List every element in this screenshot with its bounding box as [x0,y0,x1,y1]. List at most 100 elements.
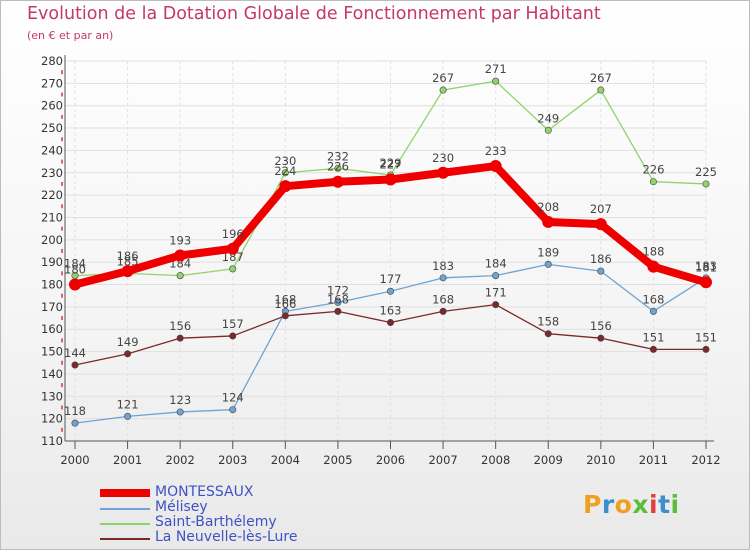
data-point-montessaux [69,278,81,291]
data-label-montessaux: 207 [590,202,612,216]
data-label-montessaux: 180 [64,263,86,277]
data-label-montessaux: 188 [642,245,664,259]
legend-label: Mélisey [155,499,208,515]
y-tick-label: 260 [41,99,63,113]
chart-subtitle: (en € et par an) [27,29,114,42]
data-point-saint-barthelemy [597,86,605,94]
data-label-melisey: 118 [64,404,86,418]
data-label-melisey: 183 [432,259,454,273]
data-label-montessaux: 227 [380,157,402,171]
data-point-saint-barthelemy [702,180,710,188]
data-label-saint-barthelemy: 249 [537,111,559,125]
x-tick-label: 2006 [376,453,405,467]
data-point-la-neuvelle-les-lure [334,307,342,315]
legend-item-melisey: Mélisey [100,499,350,516]
data-point-melisey [544,260,552,268]
data-label-la-neuvelle-les-lure: 151 [642,330,664,344]
data-point-montessaux [384,173,397,186]
data-label-la-neuvelle-les-lure: 149 [117,335,139,349]
data-point-la-neuvelle-les-lure [597,334,605,342]
data-label-la-neuvelle-les-lure: 168 [432,292,454,306]
legend-swatch [100,508,150,510]
data-point-melisey [439,274,447,282]
data-label-la-neuvelle-les-lure: 144 [64,346,86,360]
data-point-saint-barthelemy [176,272,184,280]
data-label-montessaux: 224 [274,164,296,178]
data-label-saint-barthelemy: 185 [117,254,139,268]
data-point-melisey [71,419,79,427]
data-label-saint-barthelemy: 267 [590,71,612,85]
data-point-la-neuvelle-les-lure [281,312,289,320]
data-point-saint-barthelemy [649,178,657,186]
data-label-saint-barthelemy: 184 [64,257,86,271]
x-tick-label: 2002 [166,453,195,467]
data-label-saint-barthelemy: 225 [695,165,717,179]
data-label-montessaux: 226 [327,160,349,174]
data-label-montessaux: 193 [169,233,191,247]
data-point-melisey [492,272,500,280]
data-point-melisey [176,408,184,416]
data-point-montessaux [542,215,555,228]
data-label-melisey: 121 [117,397,139,411]
data-label-montessaux: 196 [222,227,244,241]
data-point-montessaux [437,166,450,179]
data-label-saint-barthelemy: 267 [432,71,454,85]
data-point-montessaux [226,242,239,255]
data-point-melisey [597,267,605,275]
data-point-saint-barthelemy [439,86,447,94]
data-label-la-neuvelle-les-lure: 157 [222,317,244,331]
y-tick-label: 210 [41,210,63,224]
x-tick-label: 2004 [271,453,300,467]
data-point-melisey [649,307,657,315]
legend-swatch [100,489,150,497]
data-point-melisey [124,412,132,420]
data-label-melisey: 168 [274,292,296,306]
data-point-montessaux [647,260,660,273]
data-point-montessaux [121,265,134,278]
legend-item-saint-barthelemy: Saint-Barthélemy [100,514,350,531]
data-point-la-neuvelle-les-lure [124,350,132,358]
x-tick-label: 2003 [218,453,247,467]
legend-item-montessaux: MONTESSAUX [100,484,350,501]
data-point-saint-barthelemy [544,126,552,134]
y-tick-label: 110 [41,434,63,448]
data-label-melisey: 189 [537,245,559,259]
y-tick-label: 180 [41,278,63,292]
data-label-saint-barthelemy: 226 [642,163,664,177]
x-tick-label: 2007 [428,453,457,467]
data-label-melisey: 186 [590,252,612,266]
data-label-melisey: 124 [222,391,244,405]
data-point-melisey [386,287,394,295]
data-point-la-neuvelle-les-lure [229,332,237,340]
y-tick-label: 250 [41,121,63,135]
proxiti-logo: Proxiti [583,490,680,519]
data-point-la-neuvelle-les-lure [176,334,184,342]
data-point-la-neuvelle-les-lure [702,345,710,353]
data-point-melisey [229,406,237,414]
data-label-melisey: 184 [485,257,507,271]
data-label-saint-barthelemy: 230 [274,154,296,168]
y-tick-label: 240 [41,143,63,157]
y-tick-label: 200 [41,233,63,247]
data-label-saint-barthelemy: 232 [327,149,349,163]
y-tick-label: 230 [41,166,63,180]
y-tick-label: 140 [41,367,63,381]
data-label-saint-barthelemy: 271 [485,62,507,76]
data-label-la-neuvelle-les-lure: 166 [274,297,296,311]
y-tick-label: 160 [41,322,63,336]
y-tick-label: 220 [41,188,63,202]
data-label-montessaux: 230 [432,151,454,165]
data-label-la-neuvelle-les-lure: 151 [695,330,717,344]
data-label-la-neuvelle-les-lure: 156 [590,319,612,333]
legend-item-la-neuvelle-les-lure: La Neuvelle-lès-Lure [100,529,350,546]
data-point-la-neuvelle-les-lure [439,307,447,315]
y-tick-label: 170 [41,300,63,314]
data-label-melisey: 123 [169,393,191,407]
x-tick-label: 2010 [586,453,615,467]
data-point-la-neuvelle-les-lure [649,345,657,353]
data-point-saint-barthelemy [229,265,237,273]
data-label-melisey: 172 [327,283,349,297]
data-label-melisey: 168 [642,292,664,306]
data-point-montessaux [700,276,712,289]
legend-label: La Neuvelle-lès-Lure [155,529,298,545]
